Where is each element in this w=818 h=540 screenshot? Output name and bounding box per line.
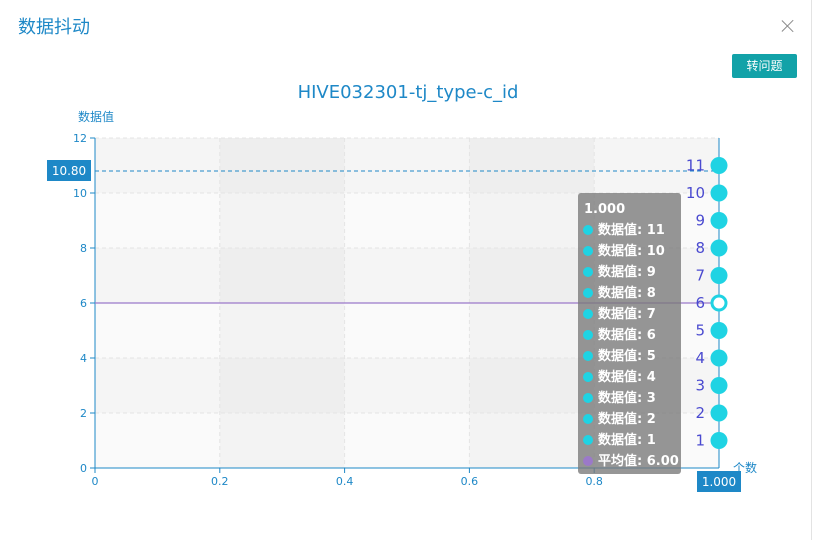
plot-row-band [95,138,719,193]
tooltip: 1.000 数据值: 11 数据值: 10 数据值: 9 数据值: 8 数据值: 7 数据值… [578,193,681,474]
y-tick-label: 8 [80,242,87,255]
data-point-label: 7 [695,267,705,285]
tooltip-line: 数据值: 4 [598,369,656,385]
data-point [710,157,728,174]
x-tick-label: 0.6 [461,475,479,488]
data-point [710,294,728,312]
data-point-label: 2 [695,404,705,422]
crosshair: 10.801.000 [47,138,741,492]
data-point-label: 8 [695,239,705,257]
x-tick-label: 0.8 [585,475,603,488]
tooltip-average-line: 平均值: 6.00 [598,453,679,469]
x-tick-label: 0.4 [336,475,354,488]
data-point [710,377,728,394]
data-point [710,322,728,339]
tooltip-header: 1.000 [584,202,625,217]
x-crosshair-label: 1.000 [702,475,736,489]
tooltip-line: 数据值: 6 [598,327,656,343]
chart-title: HIVE032301-tj_type-c_id [298,82,519,103]
tooltip-series-dot [583,267,593,277]
data-point [710,212,728,229]
tooltip-line: 数据值: 8 [598,285,656,301]
y-tick-label: 10 [73,187,87,200]
x-tick-label: 0.2 [211,475,229,488]
tooltip-series-dot [583,393,593,403]
convert-to-issue-button[interactable]: 转问题 [732,54,797,78]
data-point-label: 6 [695,294,705,312]
tooltip-line: 数据值: 2 [598,411,656,427]
tooltip-average-dot [583,456,593,466]
tooltip-series-dot [583,309,593,319]
tooltip-line: 数据值: 1 [598,432,656,448]
data-point [710,239,728,257]
tooltip-series-dot [583,414,593,424]
data-points: 11 10 9 8 7 6 5 4 3 2 1 [686,157,728,450]
y-tick-label: 2 [80,407,87,420]
dialog-title: 数据抖动 [18,17,90,38]
data-point [710,184,728,202]
data-point [710,432,728,449]
x-tick-label: 0 [92,475,99,488]
y-axis-name: 数据值 [78,109,114,124]
tooltip-line: 数据值: 11 [598,222,665,238]
tooltip-line: 数据值: 7 [598,306,656,322]
tooltip-box [578,193,681,474]
data-point [710,404,728,422]
y-tick-label: 12 [73,132,87,145]
tooltip-line: 数据值: 10 [598,243,665,259]
data-point-label: 5 [695,322,705,340]
y-crosshair-badge [47,160,91,181]
y-tick-label: 4 [80,352,87,365]
tooltip-line: 数据值: 3 [598,390,656,406]
tooltip-series-dot [583,372,593,382]
y-crosshair-label: 10.80 [52,164,86,178]
tooltip-series-dot [583,330,593,340]
y-tick-label: 6 [80,297,87,310]
y-tick-label: 0 [80,462,87,475]
tooltip-series-dot [583,246,593,256]
tooltip-series-dot [583,225,593,235]
dialog-border [811,0,812,540]
data-point-label: 9 [695,212,705,230]
data-point-label: 11 [686,157,705,175]
data-point-label: 3 [695,377,705,395]
tooltip-series-dot [583,288,593,298]
tooltip-series-dot [583,435,593,445]
data-point [710,349,728,367]
data-point [710,267,728,284]
data-point-label: 4 [695,349,705,367]
tooltip-series-dot [583,351,593,361]
data-point-label: 10 [686,184,705,202]
tooltip-line: 数据值: 9 [598,264,656,280]
data-point-label: 1 [695,432,705,450]
x-crosshair-badge [697,471,741,492]
tooltip-line: 数据值: 5 [598,348,656,364]
